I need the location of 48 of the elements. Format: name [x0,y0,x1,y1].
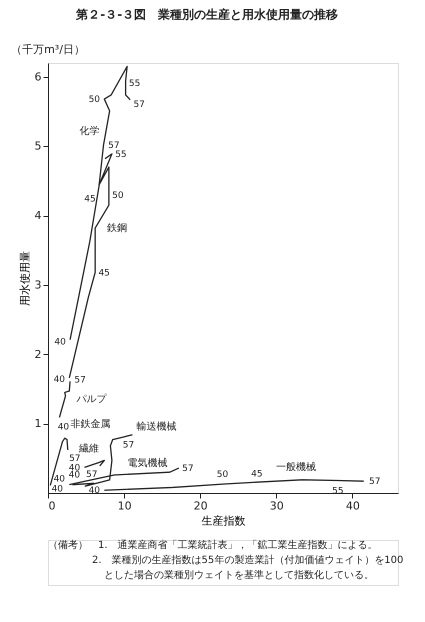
text: 2. 業種別の生産指数は55年の製造業計（付加価値ウェイト）を100とした場合の業種別ウェイトを基準として指数化している。 [92,554,404,581]
series-label: 非鉄金属 [70,418,111,430]
y-tick-label: 6 [34,70,42,84]
series-label: 電気機械 [128,457,168,470]
annotation: 57 [108,141,120,152]
y-tick-label: 5 [34,140,42,153]
x-tick-label: 30 [270,500,284,512]
annotation: 57 [182,464,194,474]
series-label: 輸送機械 [136,420,176,433]
annotation: 50 [216,470,229,480]
chart-title: 第２-３-３図 業種別の生産と用水使用量の推移 [75,8,338,22]
text: （千万m³/日） [11,43,85,56]
series-label: パルプ [76,392,108,405]
annotation: 57 [133,100,145,110]
annotation: 40 [52,484,64,494]
annotation: 45 [98,268,110,278]
annotation: 57 [69,454,81,464]
text: （備考） 1. 通業産商省「工業統計表」，「鉱工業生産指数」による。 [48,539,378,551]
annotation: 40 [58,422,70,432]
annotation: 40 [54,474,66,485]
series-label: 化学 [80,124,100,137]
annotation: 40 [68,470,80,481]
annotation: 40 [88,486,100,496]
annotation: 57 [86,470,98,480]
annotation: 57 [369,477,380,488]
annotation: 55 [115,150,127,160]
annotation: 40 [54,338,66,348]
annotation: 40 [54,374,66,385]
annotation: 50 [88,95,100,106]
y-tick-label: 2 [34,348,42,361]
x-tick-label: 10 [118,500,132,512]
series-label: 繊維 [78,442,99,454]
annotation: 57 [74,375,86,386]
y-tick-label: 1 [34,417,42,430]
annotation: 57 [122,440,134,451]
y-tick-label: 4 [34,209,42,222]
series-label: 鉄鋼 [107,222,128,234]
x-axis-title: 生産指数 [202,514,246,528]
x-tick-label: 0 [48,500,56,512]
annotation: 45 [251,470,263,480]
y-axis-title: 用水使用量 [18,251,32,306]
series-label: 一般機械 [276,460,316,473]
x-tick-label: 40 [346,500,360,512]
y-tick-label: 3 [34,278,42,292]
annotation: 55 [128,79,140,90]
annotation: 45 [84,194,96,204]
x-tick-label: 20 [194,500,208,512]
annotation: 50 [112,191,124,202]
